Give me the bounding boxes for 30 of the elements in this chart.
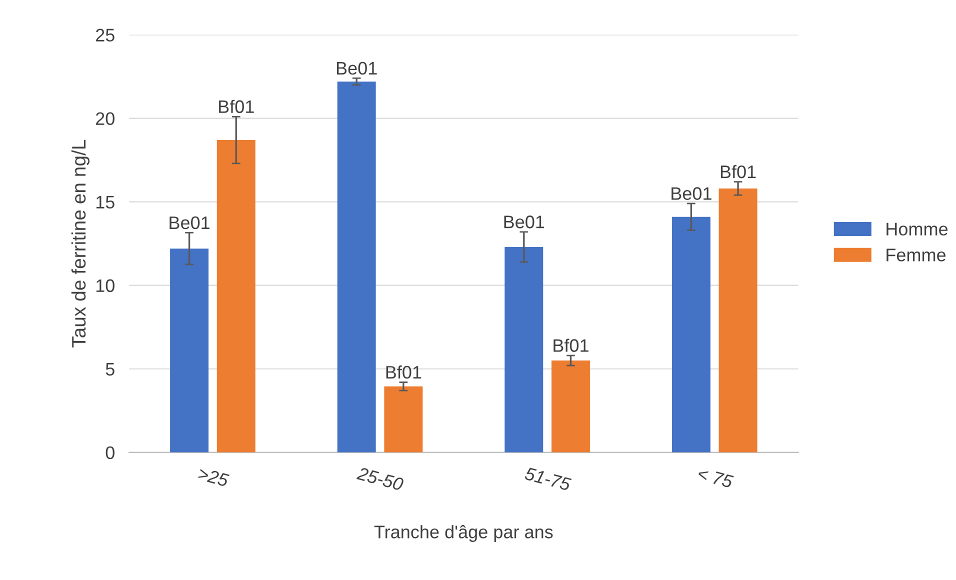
x-axis-title: Tranche d'âge par ans [374, 525, 553, 542]
legend-label: Femme [886, 248, 946, 262]
data-label: Be01 [170, 216, 210, 230]
y-tick-label: 20 [96, 112, 114, 126]
data-label: Be01 [672, 187, 712, 200]
x-tick-label: >25 [198, 467, 230, 488]
y-axis-title: Taux de ferritine en ng/L [71, 140, 90, 348]
bar [718, 188, 758, 452]
bar [337, 82, 376, 452]
x-tick-label: < 75 [697, 467, 734, 488]
x-tick-label: 51-75 [524, 467, 572, 492]
data-label: Be01 [336, 62, 377, 75]
data-label: Be01 [504, 216, 544, 228]
x-tick-label: 25-50 [356, 466, 404, 492]
legend-label: Homme [886, 222, 948, 236]
y-tick-label: 5 [106, 363, 114, 376]
y-tick-label: 25 [96, 28, 114, 42]
bar [170, 248, 209, 452]
data-label: Bf01 [386, 365, 422, 379]
y-tick-label: 10 [96, 279, 114, 292]
data-label: Bf01 [554, 338, 588, 352]
bar [504, 246, 544, 452]
bar [672, 216, 710, 452]
data-label: Bf01 [720, 164, 756, 178]
y-tick-label: 15 [96, 196, 114, 209]
bar [384, 386, 423, 452]
bar [216, 140, 256, 452]
bar [551, 360, 590, 452]
y-tick-label: 0 [106, 446, 114, 460]
data-label: Bf01 [219, 100, 254, 114]
